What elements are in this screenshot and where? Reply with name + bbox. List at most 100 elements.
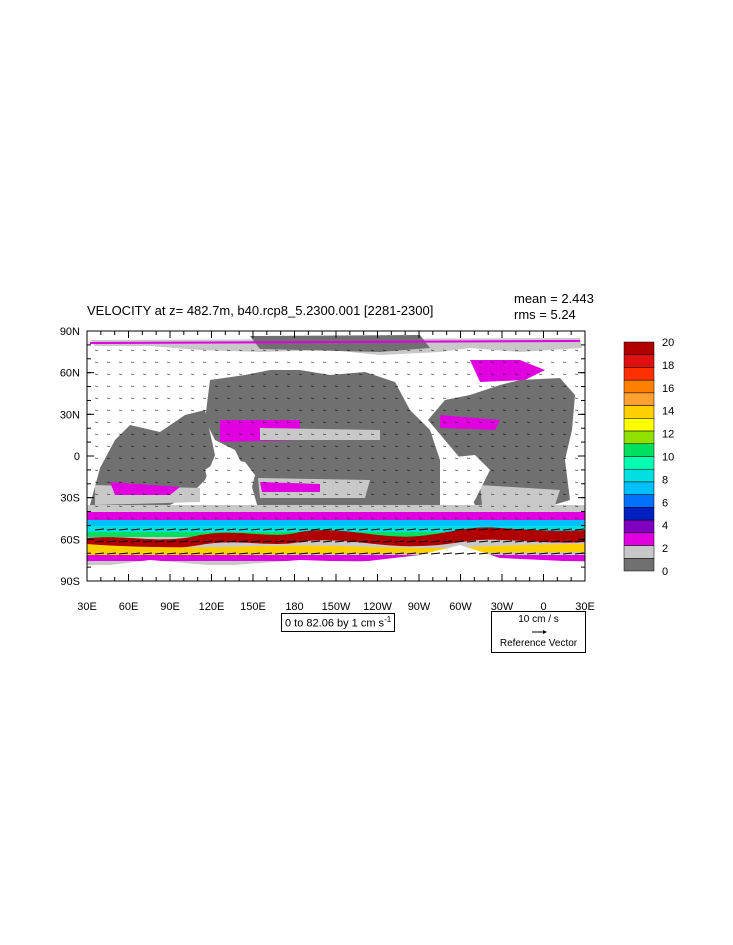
- velocity-arrow: [202, 493, 207, 495]
- velocity-arrow: [298, 469, 303, 471]
- velocity-arrow: [514, 445, 519, 447]
- colorbar-label: 0: [662, 566, 668, 578]
- velocity-arrow: [346, 373, 351, 375]
- velocity-arrow: [478, 457, 483, 459]
- velocity-arrow: [190, 552, 201, 555]
- arrow-right-icon: [532, 630, 547, 634]
- velocity-arrow: [274, 481, 279, 483]
- velocity-arrow: [574, 469, 579, 471]
- velocity-arrow: [250, 505, 255, 507]
- velocity-arrow: [286, 469, 291, 471]
- velocity-arrow: [442, 457, 447, 459]
- velocity-arrow: [334, 361, 339, 363]
- velocity-arrow: [310, 409, 315, 411]
- velocity-arrow: [430, 517, 435, 519]
- velocity-arrow: [370, 385, 375, 387]
- velocity-arrow: [490, 517, 495, 519]
- velocity-arrow: [238, 493, 243, 495]
- arctic-deep: [250, 335, 430, 352]
- velocity-arrow: [250, 433, 255, 435]
- velocity-arrow: [526, 421, 531, 423]
- velocity-arrow: [562, 457, 567, 459]
- velocity-arrow: [310, 552, 321, 555]
- velocity-arrow: [274, 505, 279, 507]
- velocity-arrow: [250, 493, 255, 495]
- velocity-arrow: [226, 349, 231, 351]
- colorbar-label: 12: [662, 429, 674, 441]
- velocity-arrow: [574, 517, 579, 519]
- velocity-arrow: [502, 469, 507, 471]
- velocity-arrow: [466, 349, 471, 351]
- velocity-arrow: [238, 409, 243, 411]
- velocity-arrow: [166, 457, 171, 459]
- velocity-arrow: [178, 517, 183, 519]
- velocity-arrow: [478, 505, 483, 507]
- velocity-arrow: [130, 552, 141, 555]
- velocity-arrow: [154, 517, 159, 519]
- velocity-arrow: [130, 457, 135, 459]
- velocity-arrow: [178, 552, 189, 555]
- south-america: [445, 455, 490, 520]
- velocity-arrow: [454, 528, 465, 531]
- velocity-arrow: [430, 349, 435, 351]
- velocity-arrow: [238, 517, 243, 519]
- velocity-arrow: [178, 528, 189, 531]
- velocity-arrow: [286, 361, 291, 363]
- lon-tick-label: 120W: [363, 601, 392, 613]
- velocity-arrow: [214, 481, 219, 483]
- velocity-arrow: [166, 349, 171, 351]
- rms-value: rms = 5.24: [514, 307, 576, 322]
- velocity-arrow: [106, 421, 111, 423]
- velocity-arrow: [298, 552, 309, 555]
- velocity-arrow: [226, 528, 237, 531]
- velocity-arrow: [178, 540, 189, 543]
- velocity-arrow: [238, 505, 243, 507]
- velocity-arrow: [226, 493, 231, 495]
- velocity-arrow: [358, 421, 363, 423]
- velocity-arrow: [562, 517, 567, 519]
- velocity-arrow: [118, 493, 123, 495]
- velocity-arrow: [178, 433, 183, 435]
- velocity-arrow: [214, 349, 219, 351]
- velocity-arrow: [298, 385, 303, 387]
- velocity-arrow: [334, 481, 339, 483]
- velocity-arrow: [334, 552, 345, 555]
- velocity-arrow: [322, 373, 327, 375]
- velocity-arrow: [154, 361, 159, 363]
- velocity-arrow: [214, 469, 219, 471]
- lat-tick-label: 0: [74, 451, 80, 463]
- velocity-arrow: [358, 469, 363, 471]
- velocity-arrow: [334, 433, 339, 435]
- velocity-arrow: [370, 540, 381, 543]
- velocity-arrow: [334, 421, 339, 423]
- velocity-arrow: [310, 421, 315, 423]
- velocity-arrow: [310, 493, 315, 495]
- velocity-arrow: [358, 493, 363, 495]
- colorbar-swatch: [623, 481, 655, 495]
- velocity-arrow: [214, 505, 219, 507]
- velocity-arrow: [322, 433, 327, 435]
- velocity-arrow: [190, 469, 195, 471]
- velocity-arrow: [526, 540, 537, 543]
- velocity-arrow: [430, 361, 435, 363]
- velocity-arrow: [202, 433, 207, 435]
- velocity-arrow: [418, 421, 423, 423]
- velocity-arrow: [142, 445, 147, 447]
- velocity-arrow: [466, 373, 471, 375]
- velocity-arrow: [118, 469, 123, 471]
- velocity-arrow: [250, 469, 255, 471]
- velocity-arrow: [490, 373, 495, 375]
- velocity-arrow: [478, 517, 483, 519]
- velocity-arrow: [502, 517, 507, 519]
- velocity-arrow: [442, 409, 447, 411]
- velocity-arrow: [154, 505, 159, 507]
- colorbar-swatch: [623, 405, 655, 419]
- velocity-arrow: [262, 373, 267, 375]
- velocity-arrow: [442, 445, 447, 447]
- velocity-arrow: [298, 445, 303, 447]
- velocity-arrow: [118, 540, 129, 543]
- velocity-arrow: [358, 505, 363, 507]
- velocity-arrow: [490, 361, 495, 363]
- velocity-arrow: [454, 481, 459, 483]
